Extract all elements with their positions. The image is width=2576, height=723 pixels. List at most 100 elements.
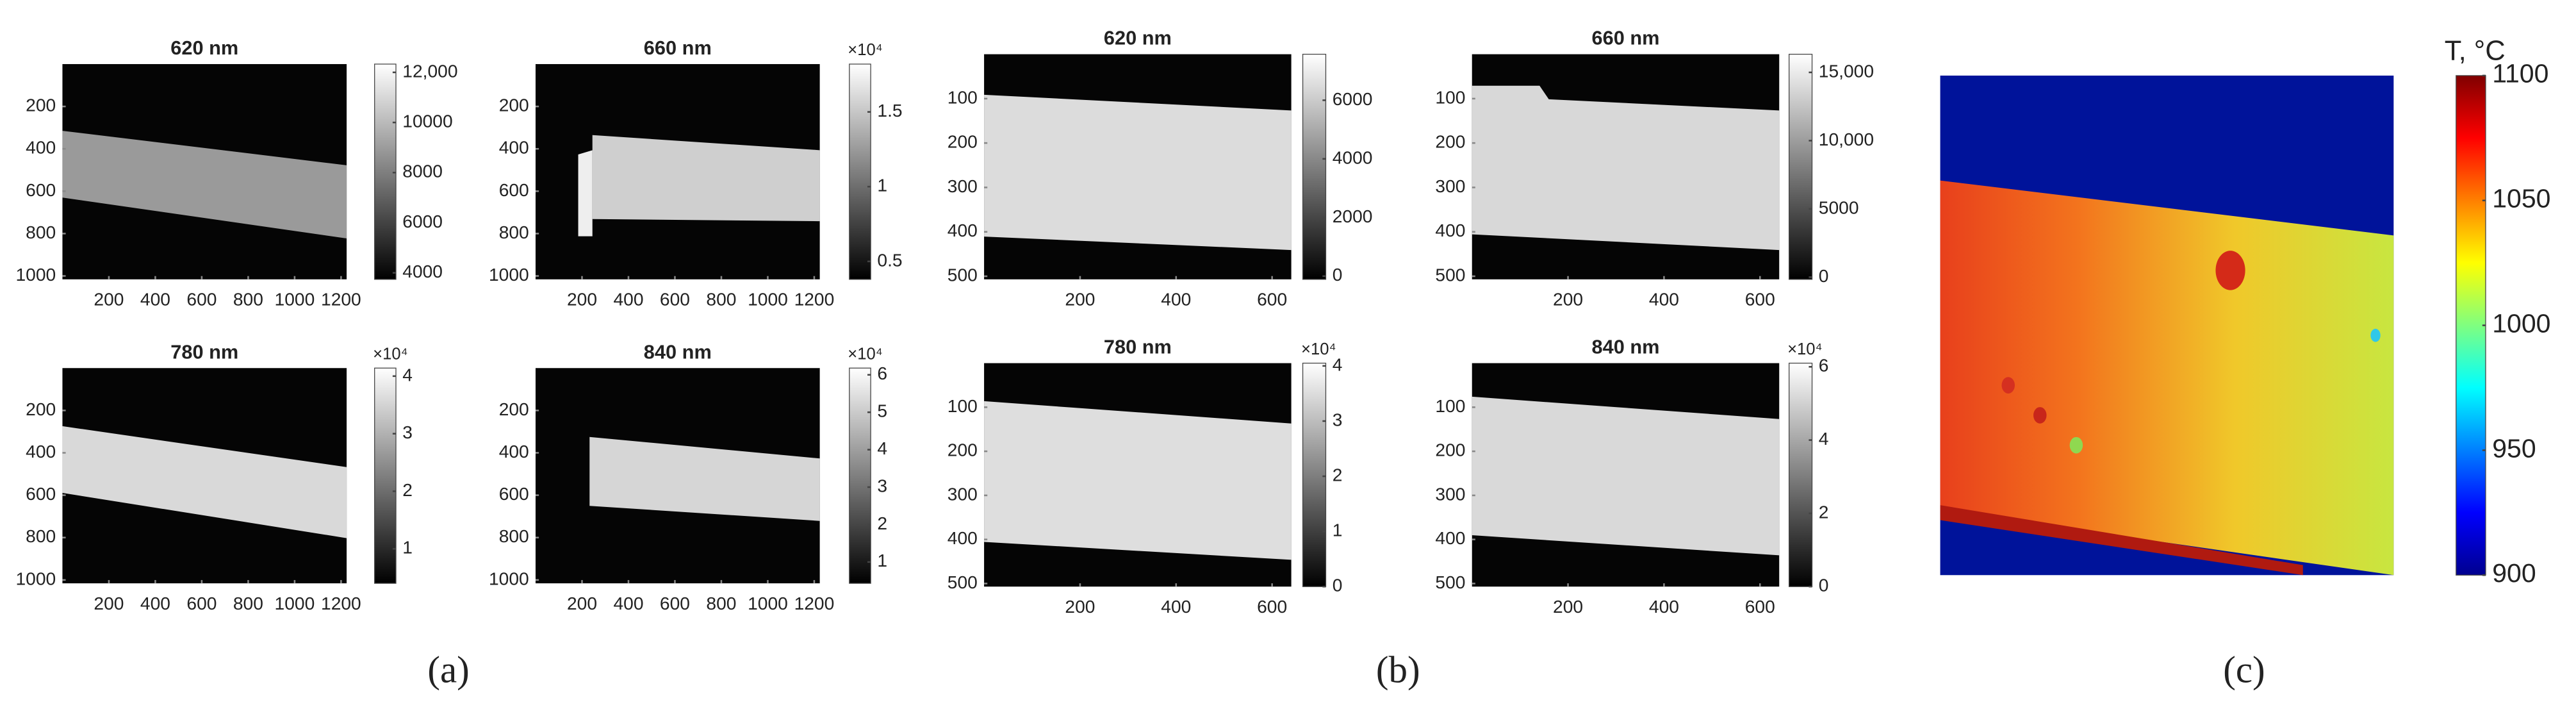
x-tick-label: 600	[660, 593, 690, 613]
y-tick-label: 800	[499, 526, 529, 546]
panel-label: (a)	[427, 649, 469, 691]
colorbar-tick-label: 1	[1333, 520, 1343, 540]
x-tick-label: 800	[706, 289, 736, 310]
colorbar-tick-label: 12,000	[402, 60, 457, 81]
colorbar-tick-label: 6	[877, 363, 887, 383]
image-region	[1472, 396, 1780, 556]
y-tick-label: 400	[948, 528, 978, 548]
colorbar-tick-label: 1000	[2492, 308, 2550, 338]
panel-title: 840 nm	[1591, 336, 1659, 358]
y-tick-label: 1000	[489, 264, 529, 285]
colorbar-tick-label: 6	[1819, 355, 1829, 376]
y-tick-label: 1000	[489, 568, 529, 588]
x-tick-label: 200	[94, 289, 124, 310]
y-tick-label: 200	[26, 95, 56, 115]
x-tick-label: 400	[1161, 289, 1191, 310]
y-tick-label: 300	[948, 483, 978, 504]
x-tick-label: 1200	[321, 593, 361, 613]
y-tick-label: 600	[26, 179, 56, 200]
x-tick-label: 200	[1065, 289, 1095, 310]
x-tick-label: 400	[613, 593, 643, 613]
image-region	[62, 426, 347, 538]
x-tick-label: 1200	[794, 593, 835, 613]
x-tick-label: 600	[1257, 596, 1287, 617]
y-tick-label: 200	[1435, 440, 1465, 460]
colorbar-tick-label: 4	[402, 364, 413, 385]
y-tick-label: 200	[499, 95, 529, 115]
colorbar-tick-label: 3	[877, 475, 887, 495]
y-tick-label: 100	[1435, 395, 1465, 416]
y-tick-label: 600	[26, 483, 56, 504]
x-tick-label: 400	[1649, 289, 1679, 310]
x-tick-label: 600	[660, 289, 690, 310]
image-region	[578, 150, 593, 237]
y-tick-label: 400	[948, 220, 978, 240]
colorbar-tick-label: 1	[877, 175, 887, 195]
panel-title: 660 nm	[1591, 27, 1659, 49]
y-tick-label: 500	[1435, 572, 1465, 592]
y-tick-label: 500	[1435, 264, 1465, 285]
colorbar-tick-label: 6000	[1333, 88, 1373, 109]
colorbar-tick-label: 10000	[402, 111, 452, 131]
colorbar-tick-label: 1050	[2492, 184, 2550, 213]
y-tick-label: 200	[1435, 131, 1465, 152]
x-tick-label: 200	[567, 289, 597, 310]
image-region	[592, 135, 820, 222]
colorbar	[849, 367, 871, 584]
x-tick-label: 600	[1745, 289, 1775, 310]
x-tick-label: 200	[1065, 596, 1095, 617]
y-tick-label: 500	[948, 264, 978, 285]
panel-title: 840 nm	[644, 340, 712, 363]
y-tick-label: 200	[26, 399, 56, 419]
colorbar-tick-label: 4	[1333, 354, 1343, 374]
image-region	[1940, 505, 2303, 576]
colorbar-label: T, °C	[2445, 36, 2506, 67]
y-tick-label: 200	[499, 399, 529, 419]
colorbar-tick-label: 2000	[1333, 206, 1373, 226]
colorbar	[1302, 362, 1327, 587]
colorbar-tick-label: 6000	[402, 211, 443, 231]
colorbar-tick-label: 0	[1333, 264, 1343, 285]
colorbar-tick-label: 8000	[402, 161, 443, 181]
y-tick-label: 800	[499, 222, 529, 242]
x-tick-label: 600	[186, 289, 217, 310]
x-tick-label: 200	[1553, 596, 1583, 617]
x-tick-label: 1200	[794, 289, 835, 310]
colorbar	[374, 367, 397, 584]
colorbar	[849, 63, 871, 280]
x-tick-label: 400	[613, 289, 643, 310]
y-tick-label: 400	[1435, 220, 1465, 240]
x-tick-label: 600	[186, 593, 217, 613]
colorbar-multiplier: ×10⁴	[1301, 340, 1336, 358]
colorbar-multiplier: ×10⁴	[1787, 340, 1822, 358]
colorbar-tick-label: 5000	[1819, 197, 1859, 217]
colorbar-tick-label: 1	[402, 537, 413, 558]
image-region	[62, 131, 347, 239]
panel-title: 780 nm	[170, 340, 238, 363]
y-tick-label: 400	[499, 441, 529, 461]
colorbar-multiplier: ×10⁴	[848, 345, 882, 363]
image-spot	[2069, 436, 2083, 454]
y-tick-label: 400	[26, 137, 56, 158]
colorbar-tick-label: 4	[877, 438, 887, 458]
x-tick-label: 200	[1553, 289, 1583, 310]
colorbar-tick-label: 2	[1333, 464, 1343, 485]
y-tick-label: 600	[499, 483, 529, 504]
image-region	[984, 401, 1292, 560]
colorbar	[1302, 53, 1327, 280]
x-tick-label: 800	[233, 593, 263, 613]
colorbar-multiplier: ×10⁴	[848, 41, 882, 59]
x-tick-label: 1000	[748, 289, 788, 310]
y-tick-label: 100	[948, 87, 978, 107]
x-tick-label: 800	[706, 593, 736, 613]
image-region	[1472, 85, 1780, 251]
colorbar-tick-label: 10,000	[1819, 129, 1874, 149]
image-spot	[2215, 251, 2245, 290]
colorbar-tick-label: 3	[1333, 409, 1343, 429]
colorbar	[1789, 53, 1813, 280]
y-tick-label: 300	[1435, 176, 1465, 196]
panel-title: 660 nm	[644, 37, 712, 59]
y-tick-label: 800	[26, 526, 56, 546]
colorbar	[374, 63, 397, 280]
